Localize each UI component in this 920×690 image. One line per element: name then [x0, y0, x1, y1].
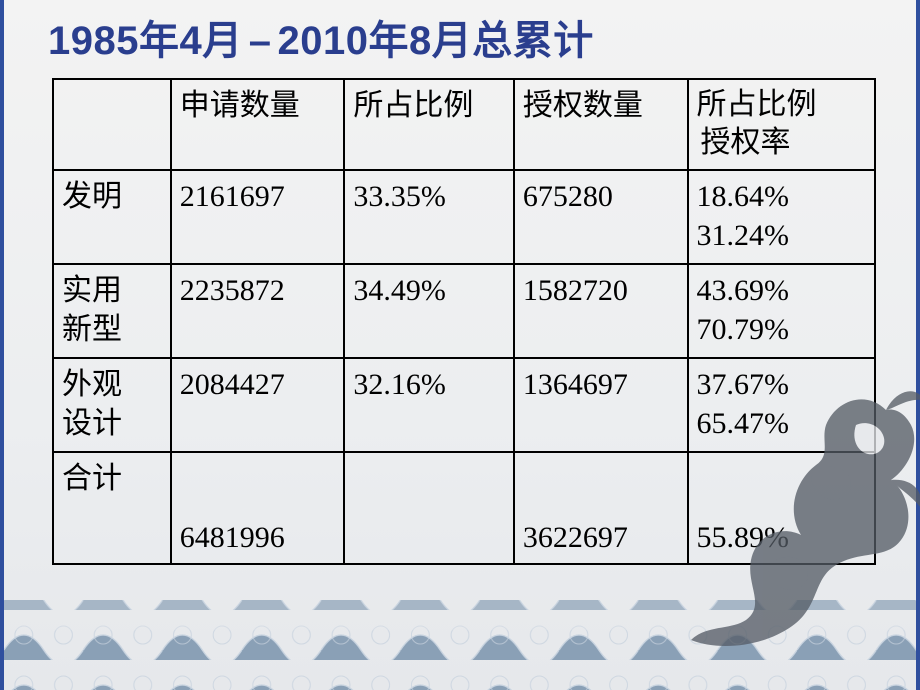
table-row: 外观 设计 2084427 32.16% 1364697 37.67% 65.4…	[53, 358, 875, 452]
grant-rate: 65.47%	[697, 404, 868, 443]
header-apply-pct: 所占比例	[344, 79, 514, 170]
header-grant-count: 授权数量	[514, 79, 688, 170]
cell-grant-pct-rate: 18.64% 31.24%	[688, 170, 875, 264]
cell-grant: 675280	[514, 170, 688, 264]
grant-rate: 70.79%	[697, 310, 868, 349]
cell-grant: 1582720	[514, 264, 688, 358]
cell-apply-pct: 32.16%	[344, 358, 514, 452]
header4-line1: 所占比例	[697, 86, 868, 124]
cell-apply-pct	[344, 452, 514, 564]
row-label: 外观 设计	[53, 358, 171, 452]
header-grant-pct-rate: 所占比例 授权率	[688, 79, 875, 170]
grant-pct: 18.64%	[697, 177, 868, 216]
cell-apply: 2235872	[171, 264, 345, 358]
cell-grant-pct-rate: 43.69% 70.79%	[688, 264, 875, 358]
title-dash: –	[249, 19, 272, 63]
grant-pct: 43.69%	[697, 271, 868, 310]
cell-grant-pct-rate: 37.67% 65.47%	[688, 358, 875, 452]
cell-apply-pct: 33.35%	[344, 170, 514, 264]
cell-grant: 1364697	[514, 358, 688, 452]
wave-decoration	[4, 560, 916, 690]
table-row: 实用 新型 2235872 34.49% 1582720 43.69% 70.7…	[53, 264, 875, 358]
row-label: 实用 新型	[53, 264, 171, 358]
data-table-wrap: 申请数量 所占比例 授权数量 所占比例 授权率 发明 2161697 33.35…	[52, 78, 876, 565]
cell-apply-pct: 34.49%	[344, 264, 514, 358]
cell-apply: 2161697	[171, 170, 345, 264]
slide: 1985年4月–2010年8月总累计 申请数量 所占比例 授权数量 所占比例 授…	[0, 0, 920, 690]
data-table: 申请数量 所占比例 授权数量 所占比例 授权率 发明 2161697 33.35…	[52, 78, 876, 565]
table-row: 发明 2161697 33.35% 675280 18.64% 31.24%	[53, 170, 875, 264]
title-left: 1985年4月	[48, 19, 243, 63]
cell-apply: 6481996	[171, 452, 345, 564]
row-label: 发明	[53, 170, 171, 264]
header4-line2: 授权率	[697, 124, 868, 162]
row-label: 合计	[53, 452, 171, 564]
cell-apply: 2084427	[171, 358, 345, 452]
grant-pct: 37.67%	[697, 365, 868, 404]
table-row-total: 合计 6481996 3622697 55.89%	[53, 452, 875, 564]
page-title: 1985年4月–2010年8月总累计	[4, 0, 916, 66]
header-blank	[53, 79, 171, 170]
grant-rate: 31.24%	[697, 216, 868, 255]
table-header-row: 申请数量 所占比例 授权数量 所占比例 授权率	[53, 79, 875, 170]
cell-grant-rate: 55.89%	[688, 452, 875, 564]
title-right: 2010年8月总累计	[277, 19, 593, 63]
cell-grant: 3622697	[514, 452, 688, 564]
header-apply-count: 申请数量	[171, 79, 345, 170]
